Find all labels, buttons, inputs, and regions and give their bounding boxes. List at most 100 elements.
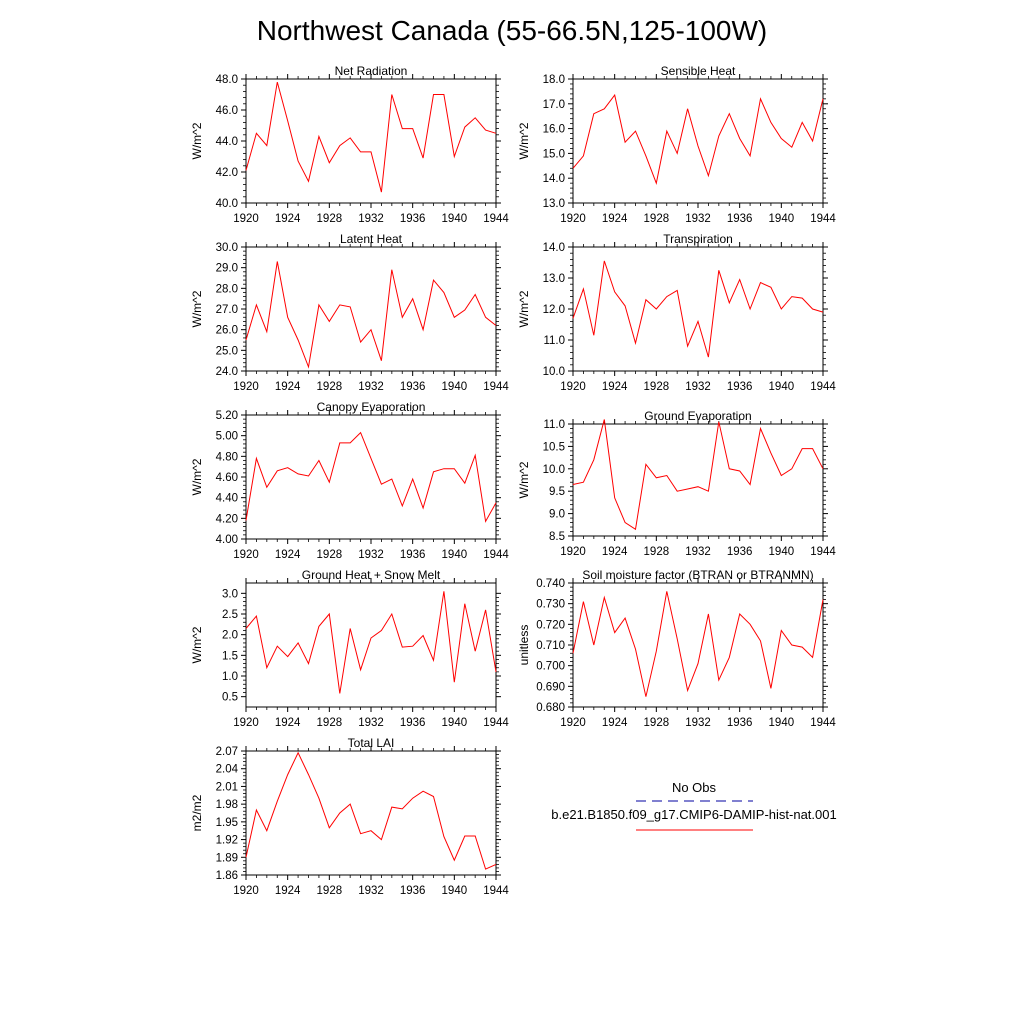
x-tick-label: 1944 xyxy=(483,381,509,393)
x-tick-label: 1932 xyxy=(685,381,711,393)
y-tick-label: 1.92 xyxy=(216,835,238,847)
x-tick-label: 1920 xyxy=(233,213,259,225)
plot-frame xyxy=(245,78,497,204)
x-tick-label: 1944 xyxy=(810,213,836,225)
x-tick-label: 1924 xyxy=(602,213,628,225)
y-tick-label: 1.89 xyxy=(216,852,238,864)
x-tick-label: 1920 xyxy=(560,546,586,558)
y-axis-label: W/m^2 xyxy=(190,290,204,327)
y-axis-label: W/m^2 xyxy=(190,458,204,495)
plot-frame xyxy=(572,423,824,537)
series-line xyxy=(572,260,824,358)
y-tick-label: 1.5 xyxy=(222,650,238,662)
plot-frame xyxy=(245,582,497,708)
y-tick-label: 4.80 xyxy=(216,451,238,463)
series-line xyxy=(245,261,497,369)
y-tick-label: 40.0 xyxy=(216,198,238,210)
y-axis-label: W/m^2 xyxy=(517,122,531,159)
panel-ground-evaporation: Ground Evaporation 8.5 9.0 9.5 10.0 10.5 11.0 1… xyxy=(517,409,836,558)
series-line xyxy=(572,419,824,531)
x-tick-label: 1920 xyxy=(233,885,259,897)
legend: No Obs b.e21.B1850.f09_g17.CMIP6-DAMIP-h… xyxy=(551,780,837,831)
x-tick-label: 1944 xyxy=(483,549,509,561)
x-tick-label: 1940 xyxy=(769,213,795,225)
y-tick-label: 12.0 xyxy=(543,304,565,316)
x-tick-label: 1920 xyxy=(560,213,586,225)
panel-sensible-heat: Sensible Heat 13.0 14.0 15.0 16.0 17.0 18.0 192… xyxy=(517,64,836,225)
x-tick-label: 1936 xyxy=(400,213,426,225)
y-tick-label: 0.700 xyxy=(536,661,565,673)
x-tick-label: 1936 xyxy=(400,885,426,897)
x-tick-label: 1928 xyxy=(317,213,343,225)
y-tick-label: 5.20 xyxy=(216,410,238,422)
y-tick-label: 3.0 xyxy=(222,588,238,600)
y-tick-label: 2.07 xyxy=(216,746,238,758)
x-tick-label: 1928 xyxy=(644,213,670,225)
x-tick-label: 1940 xyxy=(769,717,795,729)
panel-ground-heat-snow-melt: Ground Heat + Snow Melt 0.5 1.0 1.5 2.0 2.5 3.… xyxy=(190,568,509,729)
y-tick-label: 25.0 xyxy=(216,345,238,357)
y-axis-label: W/m^2 xyxy=(190,626,204,663)
panel-total-lai: Total LAI 1.86 1.89 1.92 1.95 1.98 2.01 2.04 2.0… xyxy=(190,736,509,897)
x-tick-label: 1940 xyxy=(769,546,795,558)
y-tick-label: 0.690 xyxy=(536,681,565,693)
y-tick-label: 11.0 xyxy=(543,335,565,347)
y-tick-label: 5.00 xyxy=(216,431,238,443)
y-axis-label: W/m^2 xyxy=(517,290,531,327)
y-tick-label: 16.0 xyxy=(543,124,565,136)
y-tick-label: 8.5 xyxy=(549,531,565,543)
panel-title: Total LAI xyxy=(348,736,395,750)
legend-model-label: b.e21.B1850.f09_g17.CMIP6-DAMIP-hist-nat… xyxy=(551,807,836,822)
x-tick-label: 1940 xyxy=(442,885,468,897)
y-tick-label: 14.0 xyxy=(543,242,565,254)
panel-title: Ground Heat + Snow Melt xyxy=(302,568,441,582)
x-tick-label: 1920 xyxy=(233,381,259,393)
x-tick-label: 1940 xyxy=(442,381,468,393)
x-tick-label: 1932 xyxy=(685,546,711,558)
x-tick-label: 1924 xyxy=(275,213,301,225)
x-tick-label: 1944 xyxy=(810,717,836,729)
x-tick-label: 1932 xyxy=(358,213,384,225)
x-tick-label: 1920 xyxy=(560,717,586,729)
y-tick-label: 24.0 xyxy=(216,366,238,378)
x-tick-label: 1924 xyxy=(602,381,628,393)
legend-obs-label: No Obs xyxy=(672,780,717,795)
x-tick-label: 1928 xyxy=(644,717,670,729)
x-tick-label: 1944 xyxy=(483,717,509,729)
y-tick-label: 13.0 xyxy=(543,198,565,210)
x-tick-label: 1920 xyxy=(233,717,259,729)
plot-frame xyxy=(572,78,824,204)
x-tick-label: 1928 xyxy=(644,546,670,558)
series-line xyxy=(245,591,497,694)
plot-frame xyxy=(245,414,497,540)
x-tick-label: 1940 xyxy=(442,213,468,225)
plot-frame xyxy=(245,246,497,372)
x-tick-label: 1928 xyxy=(317,717,343,729)
y-tick-label: 29.0 xyxy=(216,263,238,275)
y-axis-label: unitless xyxy=(517,625,531,666)
y-tick-label: 28.0 xyxy=(216,283,238,295)
series-line xyxy=(572,591,824,697)
y-tick-label: 0.680 xyxy=(536,702,565,714)
x-tick-label: 1940 xyxy=(442,717,468,729)
panel-title: Soil moisture factor (BTRAN or BTRANMN) xyxy=(582,568,813,582)
plot-frame xyxy=(245,750,497,876)
y-tick-label: 11.0 xyxy=(543,419,565,431)
x-tick-label: 1924 xyxy=(275,549,301,561)
x-tick-label: 1928 xyxy=(317,381,343,393)
y-tick-label: 18.0 xyxy=(543,74,565,86)
panel-soil-moisture-factor-btran-or-btranmn: Soil moisture factor (BTRAN or BTRANMN) 0… xyxy=(517,568,836,729)
y-axis-label: W/m^2 xyxy=(517,461,531,498)
panel-canopy-evaporation: Canopy Evaporation 4.00 4.20 4.40 4.60 4.80 5.… xyxy=(190,400,509,561)
x-tick-label: 1928 xyxy=(644,381,670,393)
x-tick-label: 1924 xyxy=(275,381,301,393)
x-tick-label: 1920 xyxy=(233,549,259,561)
y-tick-label: 15.0 xyxy=(543,148,565,160)
y-tick-label: 1.0 xyxy=(222,671,238,683)
y-tick-label: 9.0 xyxy=(549,509,565,521)
panel-latent-heat: Latent Heat 24.0 25.0 26.0 27.0 28.0 29.0 30.0 1… xyxy=(190,232,509,393)
y-tick-label: 10.0 xyxy=(543,464,565,476)
y-tick-label: 1.98 xyxy=(216,799,238,811)
panel-title: Latent Heat xyxy=(340,232,403,246)
y-tick-label: 2.01 xyxy=(216,781,238,793)
